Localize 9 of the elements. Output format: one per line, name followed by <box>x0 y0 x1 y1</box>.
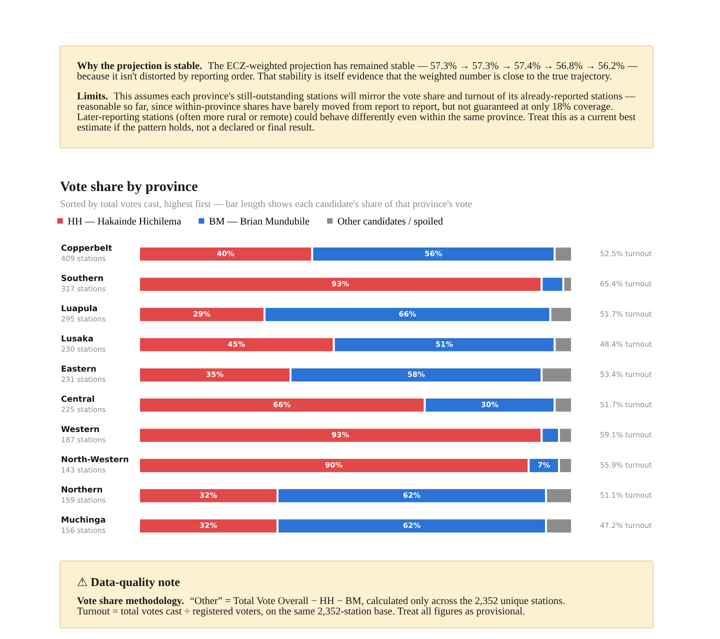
text: ⚠ Data-quality note <box>78 577 180 589</box>
legend-label: Other candidates / spoiled <box>338 217 443 227</box>
chart-title: Vote share by province <box>60 181 198 194</box>
text: Vote share methodology. “Other” = Total Vote Overall − HH − BM, calculated only across the 2,352 unique stations. Turnout = total votes cast ÷ registered voters, on the same 2,352-station base. Treat all figures as provisional. <box>77 596 564 617</box>
text: Why the projection is stable. The ECZ-weighted projection has remained stable — 57.3% → 57.3% → 57.4% → 56.8% → 56.2% — because it isn't distorted by reporting order. That stability is itself evidence that the weighted number is close to the true trajectory. <box>77 62 638 82</box>
legend-label: BM — Brian Mundubile <box>209 217 310 225</box>
chart-subtitle: Sorted by total votes cast, highest first — bar length shows each candidate's share of that province's vote <box>60 200 472 210</box>
text: Limits. This assumes each province's still-outstanding stations will mirror the vote share and turnout of its already-reported stations — reasonable so far, since within-province shares have barely moved from report to report, but not guaranteed at only 18% coverage. Later-reporting stations (often more rural or remote) could behave differently even within the same province. Treat this as a current best estimate if the pattern holds, not a declared or final result. <box>77 92 636 133</box>
legend-label: HH — Hakainde Hichilema <box>68 217 181 225</box>
